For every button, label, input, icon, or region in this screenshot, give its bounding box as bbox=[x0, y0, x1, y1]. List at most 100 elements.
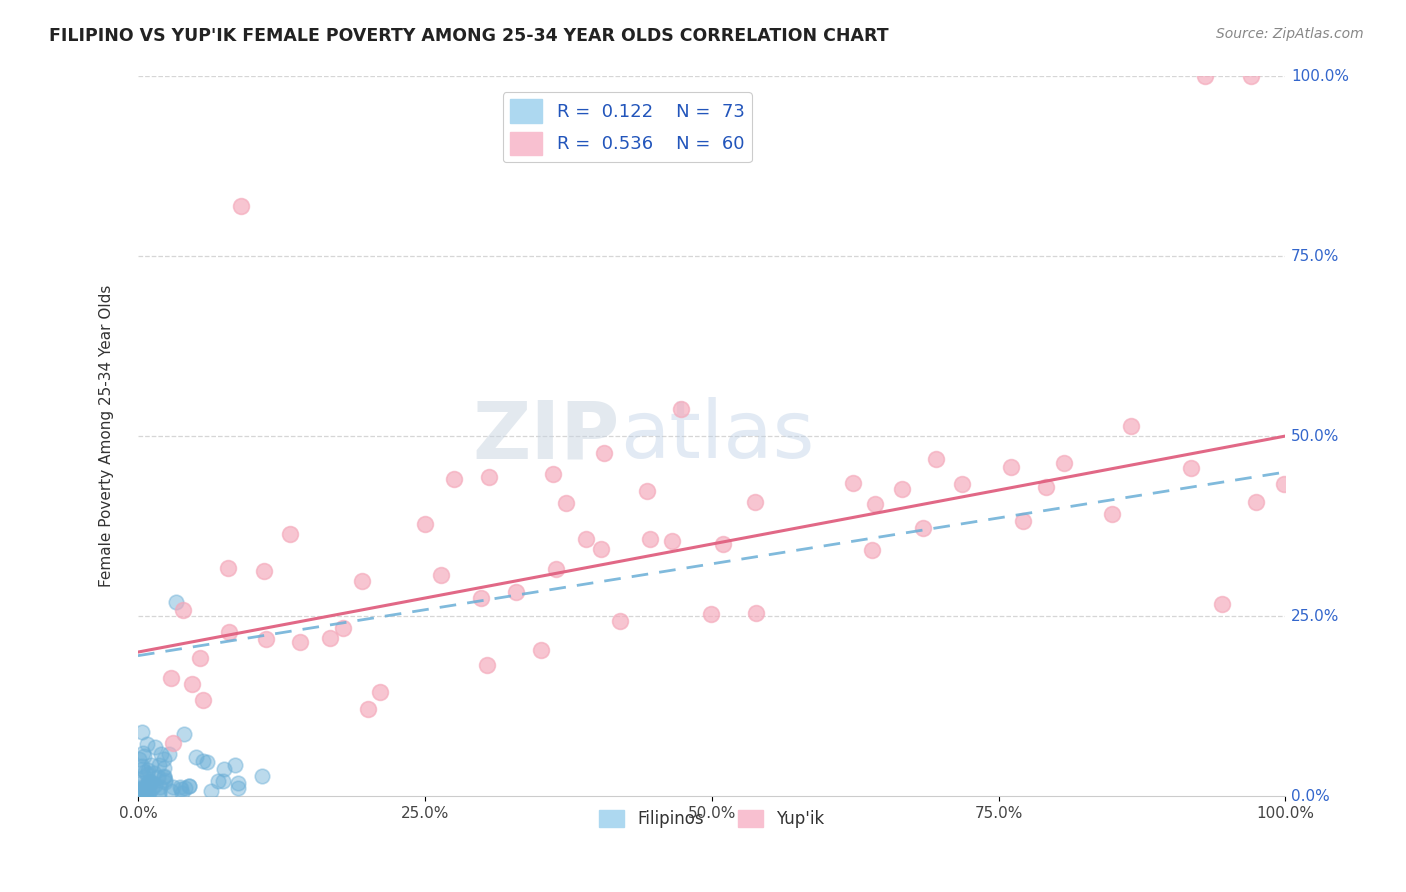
Point bbox=[218, 625, 240, 640]
Point bbox=[138, 786, 160, 800]
Point bbox=[160, 784, 183, 798]
Point bbox=[278, 527, 301, 541]
Legend: Filipinos, Yup'ik: Filipinos, Yup'ik bbox=[592, 803, 831, 835]
Point bbox=[254, 632, 277, 646]
Y-axis label: Female Poverty Among 25-34 Year Olds: Female Poverty Among 25-34 Year Olds bbox=[100, 285, 114, 587]
Point bbox=[141, 757, 163, 772]
Point bbox=[136, 766, 159, 780]
Point bbox=[165, 595, 187, 609]
Point bbox=[1000, 460, 1022, 475]
Point bbox=[129, 782, 152, 797]
Point bbox=[134, 782, 156, 797]
Point bbox=[636, 483, 658, 498]
Point bbox=[138, 774, 160, 789]
Point bbox=[609, 614, 631, 628]
Point bbox=[152, 769, 174, 783]
Point bbox=[143, 765, 166, 780]
Point bbox=[136, 763, 159, 777]
Point bbox=[184, 749, 207, 764]
Point bbox=[134, 787, 156, 801]
Point bbox=[214, 762, 236, 776]
Point bbox=[195, 756, 218, 770]
Point bbox=[505, 584, 527, 599]
Point bbox=[228, 776, 250, 790]
Point bbox=[1053, 456, 1076, 470]
Point bbox=[911, 520, 934, 534]
Point bbox=[368, 685, 391, 699]
Point bbox=[153, 752, 176, 766]
Point bbox=[207, 773, 229, 788]
Text: 0.0%: 0.0% bbox=[1291, 789, 1330, 804]
Point bbox=[890, 482, 912, 496]
Point bbox=[169, 780, 191, 794]
Point bbox=[136, 737, 159, 751]
Point bbox=[671, 402, 693, 417]
Point bbox=[224, 757, 246, 772]
Point bbox=[129, 776, 152, 790]
Point bbox=[925, 452, 948, 467]
Point bbox=[177, 779, 200, 793]
Point bbox=[860, 543, 883, 558]
Text: Source: ZipAtlas.com: Source: ZipAtlas.com bbox=[1216, 27, 1364, 41]
Point bbox=[319, 632, 342, 646]
Text: FILIPINO VS YUP'IK FEMALE POVERTY AMONG 25-34 YEAR OLDS CORRELATION CHART: FILIPINO VS YUP'IK FEMALE POVERTY AMONG … bbox=[49, 27, 889, 45]
Point bbox=[153, 761, 176, 775]
Text: 75.0%: 75.0% bbox=[1291, 249, 1340, 263]
Point bbox=[132, 788, 155, 802]
Point bbox=[575, 532, 598, 546]
Point bbox=[554, 496, 576, 510]
Point bbox=[134, 765, 156, 780]
Point bbox=[172, 786, 194, 800]
Point bbox=[217, 561, 239, 575]
Point bbox=[1011, 514, 1033, 528]
Point bbox=[1180, 461, 1202, 475]
Point bbox=[865, 496, 887, 510]
Text: 100.0%: 100.0% bbox=[1291, 69, 1350, 84]
Point bbox=[1272, 477, 1295, 491]
Point bbox=[160, 671, 183, 685]
Point bbox=[128, 788, 150, 802]
Point bbox=[700, 607, 723, 621]
Point bbox=[135, 785, 157, 799]
Point bbox=[153, 774, 176, 789]
Text: 50.0%: 50.0% bbox=[1291, 428, 1340, 443]
Point bbox=[174, 781, 197, 796]
Point bbox=[430, 568, 453, 582]
Text: atlas: atlas bbox=[620, 397, 814, 475]
Point bbox=[162, 780, 184, 794]
Point bbox=[139, 775, 162, 789]
Point bbox=[129, 783, 152, 797]
Point bbox=[132, 749, 155, 764]
Point bbox=[1240, 69, 1263, 83]
Point bbox=[352, 574, 374, 589]
Point bbox=[129, 784, 152, 798]
Point bbox=[226, 780, 249, 795]
Point bbox=[191, 754, 214, 768]
Point bbox=[141, 780, 163, 795]
Point bbox=[413, 516, 436, 531]
Point bbox=[231, 199, 253, 213]
Text: ZIP: ZIP bbox=[472, 397, 620, 475]
Point bbox=[1194, 69, 1216, 83]
Point bbox=[146, 770, 169, 784]
Point bbox=[139, 775, 162, 789]
Point bbox=[193, 693, 215, 707]
Point bbox=[1211, 597, 1233, 611]
Point bbox=[200, 784, 222, 798]
Point bbox=[478, 470, 501, 484]
Point bbox=[173, 727, 195, 741]
Point bbox=[138, 777, 160, 791]
Point bbox=[172, 603, 194, 617]
Point bbox=[1035, 480, 1057, 494]
Point bbox=[132, 781, 155, 796]
Point bbox=[638, 533, 661, 547]
Point bbox=[128, 782, 150, 797]
Point bbox=[153, 772, 176, 787]
Point bbox=[153, 770, 176, 784]
Point bbox=[950, 477, 973, 491]
Point bbox=[252, 564, 274, 578]
Point bbox=[477, 658, 499, 673]
Point bbox=[132, 746, 155, 760]
Point bbox=[145, 778, 167, 792]
Point bbox=[134, 779, 156, 793]
